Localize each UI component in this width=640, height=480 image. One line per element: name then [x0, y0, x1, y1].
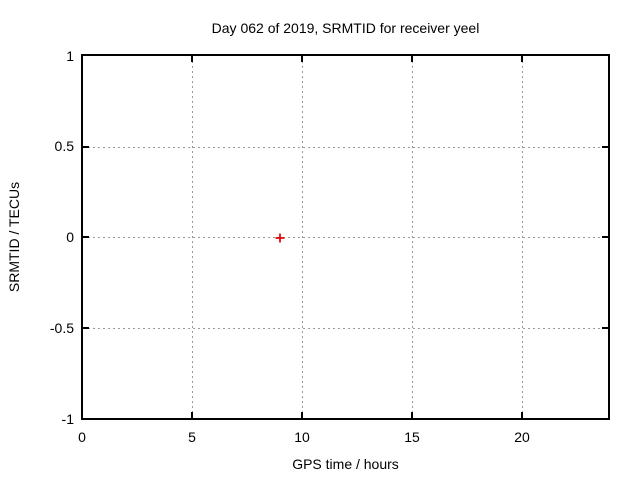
tick-mark: [83, 327, 89, 329]
tick-mark: [411, 56, 413, 62]
gridline-horizontal: [83, 147, 608, 148]
x-tick-label: 20: [514, 429, 530, 445]
gridline-horizontal: [83, 237, 608, 238]
y-tick-label: 0: [66, 229, 74, 245]
y-tick-label: 1: [66, 48, 74, 64]
tick-mark: [191, 56, 193, 62]
chart-title: Day 062 of 2019, SRMTID for receiver yee…: [211, 20, 480, 36]
plot-area: [81, 54, 610, 420]
tick-mark: [521, 412, 523, 418]
x-tick-label: 5: [188, 429, 196, 445]
tick-mark: [411, 412, 413, 418]
tick-mark: [301, 412, 303, 418]
gridline-horizontal: [83, 328, 608, 329]
data-point-marker: [275, 233, 285, 243]
tick-mark: [191, 412, 193, 418]
tick-mark: [602, 146, 608, 148]
x-tick-label: 10: [294, 429, 310, 445]
tick-mark: [301, 56, 303, 62]
tick-mark: [602, 236, 608, 238]
y-tick-label: -1: [61, 411, 74, 427]
x-axis-label: GPS time / hours: [292, 456, 399, 472]
y-tick-label: -0.5: [49, 320, 74, 336]
y-tick-label: 0.5: [54, 138, 74, 154]
x-tick-label: 15: [404, 429, 420, 445]
tick-mark: [83, 236, 89, 238]
tick-mark: [602, 327, 608, 329]
x-tick-label: 0: [78, 429, 86, 445]
tick-mark: [521, 56, 523, 62]
tick-mark: [83, 146, 89, 148]
